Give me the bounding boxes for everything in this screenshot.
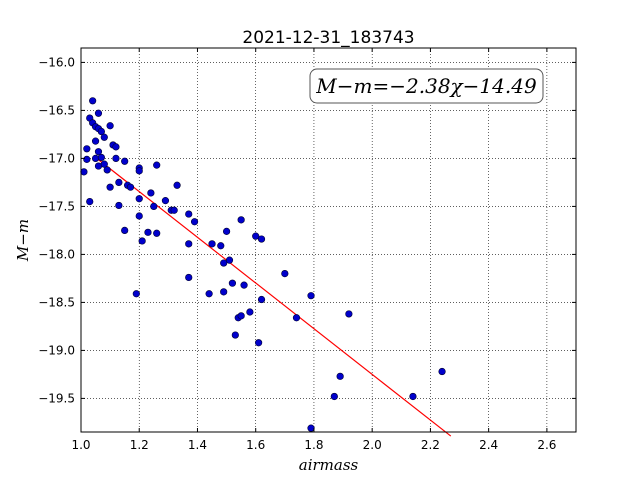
data-point xyxy=(112,143,120,151)
data-point xyxy=(173,181,181,189)
data-point xyxy=(161,197,170,205)
data-point xyxy=(89,97,97,105)
data-point xyxy=(246,308,254,316)
x-tick-label: 1.4 xyxy=(188,438,207,452)
data-point xyxy=(147,189,155,197)
y-tick-label: −17.5 xyxy=(38,199,75,213)
data-point xyxy=(409,392,417,401)
data-point xyxy=(121,157,129,165)
fit-line-layer xyxy=(95,156,452,437)
data-point xyxy=(106,183,114,191)
data-point xyxy=(255,339,263,347)
data-point xyxy=(135,167,143,175)
data-point xyxy=(336,372,344,380)
data-point xyxy=(100,160,108,168)
data-point xyxy=(185,273,193,282)
data-point xyxy=(138,237,146,245)
data-point xyxy=(237,312,245,320)
data-point xyxy=(103,166,111,174)
data-point xyxy=(257,295,266,304)
data-point xyxy=(237,216,245,224)
data-point xyxy=(185,240,193,248)
data-point xyxy=(281,270,289,278)
y-axis-label: M−m xyxy=(14,219,32,262)
data-point xyxy=(205,290,213,298)
data-point xyxy=(97,127,105,136)
data-point xyxy=(94,109,103,117)
data-point xyxy=(94,148,103,156)
data-point xyxy=(345,310,353,318)
x-tick-label: 2.6 xyxy=(537,438,556,452)
data-point xyxy=(126,183,135,191)
data-point xyxy=(132,290,140,298)
data-point xyxy=(121,226,129,234)
y-tick-label: −16.0 xyxy=(38,55,75,69)
data-point xyxy=(190,218,199,226)
data-point xyxy=(86,198,94,206)
x-tick-label: 1.6 xyxy=(246,438,265,452)
data-point xyxy=(307,292,315,300)
data-point xyxy=(225,256,234,264)
data-point xyxy=(170,206,178,214)
data-point xyxy=(91,154,100,162)
data-point xyxy=(115,201,123,210)
data-point xyxy=(208,240,216,248)
fit-line xyxy=(95,156,452,437)
data-point xyxy=(144,228,152,236)
plot-frame xyxy=(80,47,577,433)
data-point xyxy=(220,288,228,296)
data-point xyxy=(153,229,161,237)
data-point xyxy=(150,202,158,210)
data-point xyxy=(438,367,446,376)
data-point xyxy=(97,153,105,162)
x-axis-label: airmass xyxy=(299,456,359,474)
data-point xyxy=(83,155,91,163)
data-point xyxy=(100,133,108,141)
data-point xyxy=(83,145,91,153)
x-tick-label: 2.0 xyxy=(363,438,382,452)
data-point xyxy=(91,137,100,145)
grid-layer xyxy=(80,48,576,432)
y-tick-label: −16.5 xyxy=(38,103,75,117)
fit-equation-box: M−m=−2.38χ−14.49 xyxy=(309,68,544,104)
fit-equation-frame xyxy=(309,68,544,104)
y-tick-label: −19.5 xyxy=(38,391,75,405)
x-tick-label: 1.0 xyxy=(71,438,90,452)
data-point xyxy=(135,212,143,220)
data-point xyxy=(228,279,237,287)
data-point xyxy=(153,161,161,169)
data-point xyxy=(222,227,231,235)
chart-title: 2021-12-31_183743 xyxy=(242,28,414,48)
y-tick-label: −18.0 xyxy=(38,247,75,261)
y-tick-label: −19.0 xyxy=(38,343,75,357)
data-point xyxy=(252,232,260,240)
data-point xyxy=(330,392,338,401)
y-tick-label: −18.5 xyxy=(38,295,75,309)
data-point xyxy=(307,424,315,432)
data-point xyxy=(240,281,248,289)
y-tick-label: −17.0 xyxy=(38,151,75,165)
x-tick-label: 1.2 xyxy=(130,438,149,452)
x-tick-label: 1.8 xyxy=(304,438,323,452)
x-tick-label: 2.2 xyxy=(421,438,440,452)
data-point xyxy=(115,178,123,186)
data-point xyxy=(257,235,266,243)
data-point xyxy=(112,154,120,162)
data-point xyxy=(80,168,88,176)
data-point xyxy=(220,259,228,267)
data-point xyxy=(106,122,114,130)
data-point xyxy=(217,242,225,250)
data-point xyxy=(135,195,143,203)
data-point xyxy=(185,210,193,218)
x-tick-label: 2.4 xyxy=(479,438,498,452)
fit-equation-text: M−m=−2.38χ−14.49 xyxy=(315,74,537,98)
ticks-layer: 1.0 1.2 1.4 1.6 1.8 2.0 2.2 2.4 2.6 −16.0 −16.5 −17… xyxy=(38,48,576,452)
data-point xyxy=(231,331,239,339)
data-points-layer xyxy=(80,97,446,432)
data-point xyxy=(292,314,301,322)
